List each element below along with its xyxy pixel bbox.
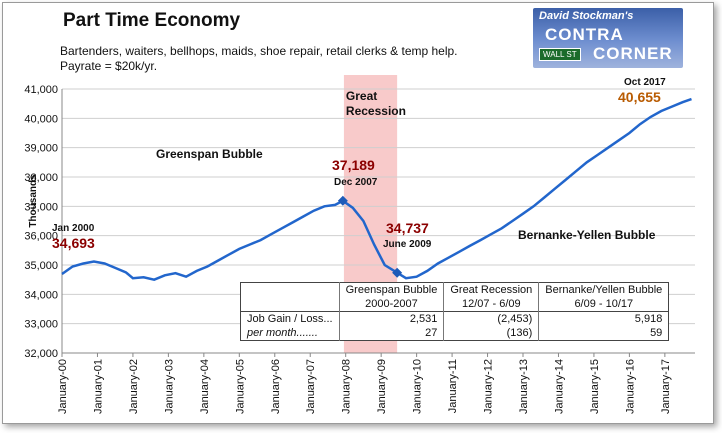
x-tick-label: January-05 <box>234 359 246 414</box>
table-row: Job Gain / Loss... 2,531 (2,453) 5,918 <box>241 311 669 326</box>
y-tick-label: 35,000 <box>24 260 58 272</box>
table-cell: 59 <box>538 326 669 341</box>
annotation-latest-value: 40,655 <box>618 89 661 105</box>
table-header-cell: Bernanke/Yellen Bubble <box>538 282 669 297</box>
annotation-peak-date: Dec 2007 <box>334 177 378 188</box>
x-tick-label: January-02 <box>128 359 140 414</box>
table-header-cell <box>241 297 340 312</box>
table-row: per month....... 27 (136) 59 <box>241 326 669 341</box>
x-tick-label: January-11 <box>447 359 459 413</box>
y-tick-label: 33,000 <box>24 319 58 331</box>
annotation-peak-value: 37,189 <box>332 157 375 173</box>
table-header-cell: 12/07 - 6/09 <box>443 297 539 312</box>
annotation-jan2000-date: Jan 2000 <box>52 223 95 234</box>
y-tick-label: 37,000 <box>24 201 58 213</box>
y-tick-label: 36,000 <box>24 231 58 243</box>
series-line <box>61 97 692 282</box>
table-row-label: Job Gain / Loss... <box>247 313 333 325</box>
table-header-cell: Great Recession <box>443 282 539 297</box>
table-row-label: per month....... <box>247 327 318 339</box>
x-tick-label: January-00 <box>57 359 69 414</box>
x-tick-label: January-04 <box>199 359 211 414</box>
table-header-cell: 2000-2007 <box>338 297 444 312</box>
x-tick-label: January-15 <box>589 359 601 414</box>
logo-street-sign: WALL ST <box>539 48 581 61</box>
logo-contra: CONTRA <box>545 25 624 44</box>
summary-table: Greenspan Bubble Great Recession Bernank… <box>240 282 670 341</box>
annotation-greenspan-bubble: Greenspan Bubble <box>156 147 263 161</box>
annotation-trough-date: June 2009 <box>383 239 432 250</box>
annotation-bernanke-yellen-bubble: Bernanke-Yellen Bubble <box>518 228 656 242</box>
table-cell: (2,453) <box>443 311 539 326</box>
x-tick-label: January-03 <box>163 359 175 414</box>
table-cell: (136) <box>443 326 539 341</box>
chart-subtitle-payrate: Payrate = $20k/yr. <box>60 59 158 73</box>
table-header-cell <box>241 283 340 298</box>
x-tick-label: January-10 <box>412 359 424 414</box>
contra-corner-logo: David Stockman's CONTRA WALL ST CORNER <box>533 8 683 68</box>
recession-label: Recession <box>346 104 406 118</box>
x-tick-label: January-08 <box>341 359 353 414</box>
annotation-latest-date: Oct 2017 <box>624 77 666 88</box>
x-tick-label: January-17 <box>660 359 672 414</box>
x-tick-label: January-09 <box>376 359 388 414</box>
y-tick-label: 32,000 <box>24 348 58 360</box>
logo-author: David Stockman's <box>539 10 634 22</box>
table-cell: 2,531 <box>338 311 444 326</box>
x-tick-label: January-16 <box>624 359 636 414</box>
y-tick-label: 39,000 <box>24 143 58 155</box>
x-tick-label: January-06 <box>270 359 282 414</box>
table-cell: 5,918 <box>538 311 669 326</box>
table-header-row: Greenspan Bubble Great Recession Bernank… <box>241 282 669 298</box>
x-tick-label: January-07 <box>305 359 317 414</box>
data-point-marker <box>337 195 348 206</box>
recession-label: Great <box>346 89 377 103</box>
logo-corner: CORNER <box>593 44 673 63</box>
table-header-row: 2000-2007 12/07 - 6/09 6/09 - 10/17 <box>240 297 669 312</box>
y-tick-label: 34,000 <box>24 289 58 301</box>
data-point-marker <box>392 267 403 278</box>
chart-subtitle: Bartenders, waiters, bellhops, maids, sh… <box>60 44 458 58</box>
x-tick-label: January-14 <box>553 359 565 414</box>
x-tick-label: January-12 <box>483 359 495 414</box>
annotation-trough-value: 34,737 <box>386 220 429 236</box>
x-tick-label: January-01 <box>92 359 104 414</box>
y-tick-label: 40,000 <box>24 113 58 125</box>
table-header-cell: 6/09 - 10/17 <box>538 297 669 312</box>
table-header-cell: Greenspan Bubble <box>338 282 444 297</box>
chart-title: Part Time Economy <box>63 10 241 31</box>
table-cell: 27 <box>338 326 444 341</box>
annotation-jan2000-value: 34,693 <box>52 235 95 251</box>
y-tick-label: 41,000 <box>24 84 58 96</box>
y-tick-label: 38,000 <box>24 172 58 184</box>
x-tick-label: January-13 <box>518 359 530 414</box>
y-axis-label: Thousands <box>28 174 39 228</box>
